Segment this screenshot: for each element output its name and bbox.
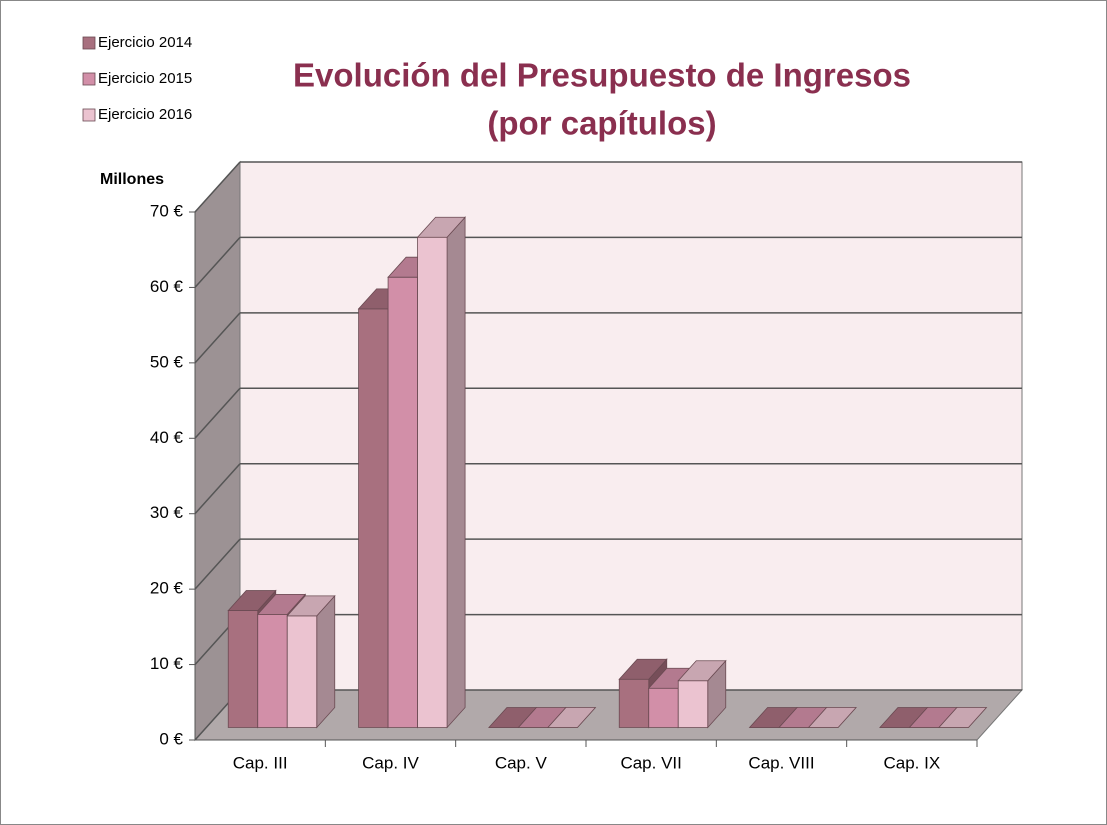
bar-top xyxy=(807,707,857,728)
bar-front xyxy=(358,308,389,728)
bar xyxy=(547,707,597,728)
bar xyxy=(938,707,988,728)
chart-title: Evolución del Presupuesto de Ingresos xyxy=(293,57,911,94)
bar-side xyxy=(446,216,466,729)
bar-side xyxy=(316,594,336,729)
x-tick-label: Cap. IX xyxy=(883,753,940,772)
bar-top xyxy=(227,590,277,611)
grid-line xyxy=(194,538,241,590)
bar-front xyxy=(618,678,650,728)
legend-swatch xyxy=(82,108,96,122)
x-tick-label: Cap. VII xyxy=(620,753,681,772)
bar xyxy=(286,594,336,729)
bar-top xyxy=(677,660,727,682)
bar-top xyxy=(286,595,336,617)
bar-top xyxy=(416,216,466,238)
y-tick-label: 30 € xyxy=(150,503,184,522)
bar-top xyxy=(618,658,668,680)
legend-swatch xyxy=(82,72,96,86)
grid-line xyxy=(194,463,241,515)
y-tick-label: 10 € xyxy=(150,654,184,673)
x-tick-label: Cap. III xyxy=(233,753,288,772)
bar-front xyxy=(387,276,418,728)
x-tick-label: Cap. VIII xyxy=(748,753,814,772)
bar-front xyxy=(257,613,288,728)
bar-top xyxy=(256,593,307,615)
bar-top xyxy=(547,707,597,728)
legend-label: Ejercicio 2016 xyxy=(98,106,192,123)
grid-line xyxy=(194,236,241,288)
bar-front xyxy=(677,680,709,728)
legend-label: Ejercicio 2015 xyxy=(98,70,192,87)
y-axis-label: Millones xyxy=(100,171,164,188)
grid-line xyxy=(194,312,241,364)
back-wall xyxy=(239,161,1023,691)
x-tick-label: Cap. V xyxy=(495,753,548,772)
y-tick-label: 20 € xyxy=(150,579,184,598)
legend-swatch xyxy=(82,36,96,50)
bar xyxy=(677,659,727,729)
x-tick-label: Cap. IV xyxy=(362,753,419,772)
y-tick-label: 70 € xyxy=(150,201,184,220)
legend-label: Ejercicio 2014 xyxy=(98,34,192,51)
y-tick-label: 60 € xyxy=(150,277,184,296)
y-tick-label: 50 € xyxy=(150,352,184,371)
bar-front xyxy=(648,687,679,728)
y-tick-label: 40 € xyxy=(150,428,184,447)
grid-line xyxy=(194,387,241,439)
y-tick-label: 0 € xyxy=(159,729,183,748)
bar xyxy=(807,707,857,728)
chart-title: (por capítulos) xyxy=(487,105,716,142)
bar xyxy=(416,216,466,729)
bar-front xyxy=(227,610,259,728)
bar-top xyxy=(938,707,988,728)
grid-line xyxy=(194,161,241,213)
bar-front xyxy=(286,615,318,728)
bar-front xyxy=(417,236,448,728)
